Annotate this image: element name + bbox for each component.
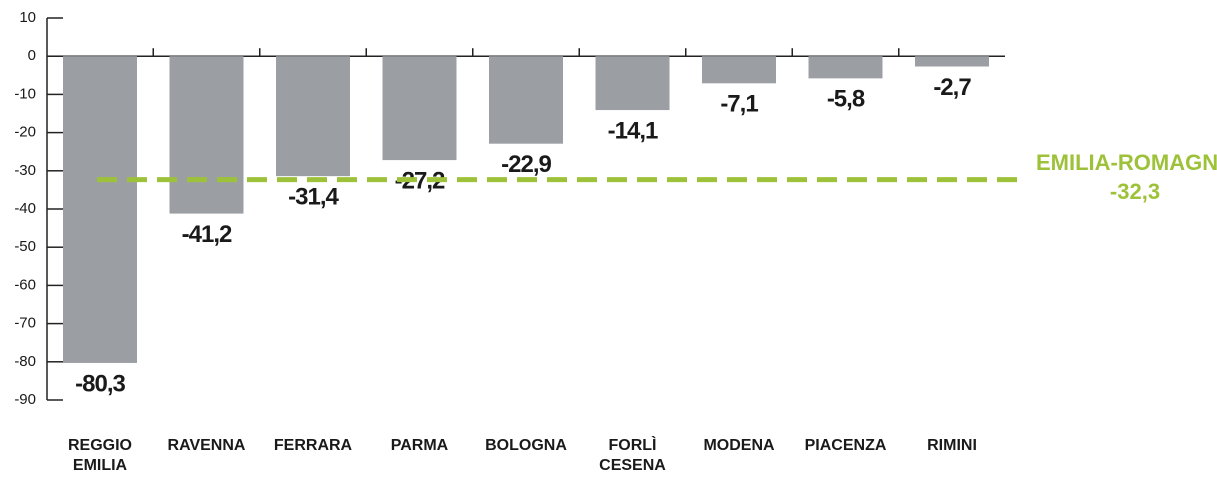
bar xyxy=(489,56,563,144)
bar xyxy=(595,56,670,111)
y-tick-label: -90 xyxy=(14,391,36,408)
x-tick-label: REGGIO EMILIA xyxy=(68,437,132,474)
y-tick-label: -20 xyxy=(14,124,36,141)
y-tick-label: -60 xyxy=(14,276,36,293)
y-tick-label: -10 xyxy=(14,85,36,102)
bar xyxy=(808,56,883,79)
x-tick-label: PIACENZA xyxy=(805,437,887,454)
y-tick-label: 0 xyxy=(28,47,36,64)
x-tick-label: PARMA xyxy=(391,437,449,454)
bar xyxy=(169,56,244,214)
y-tick-label: -40 xyxy=(14,200,36,217)
value-label: -80,3 xyxy=(75,370,125,397)
y-tick-label: -80 xyxy=(14,353,36,370)
value-label: -41,2 xyxy=(182,221,232,248)
value-label: -31,4 xyxy=(288,183,339,210)
value-label: -7,1 xyxy=(720,91,758,118)
x-tick-label: FORLÌ CESENA xyxy=(599,435,666,474)
value-label: -14,1 xyxy=(608,117,658,144)
value-label: -2,7 xyxy=(933,74,971,101)
bar xyxy=(702,56,776,84)
value-label: -5,8 xyxy=(827,86,865,113)
bar xyxy=(382,56,457,161)
x-tick-label: MODENA xyxy=(703,437,775,454)
x-tick-label: RAVENNA xyxy=(168,437,246,454)
reference-name: EMILIA-ROMAGNA xyxy=(1036,150,1217,175)
bar xyxy=(915,56,989,67)
value-label: -22,9 xyxy=(501,151,551,178)
y-tick-label: -30 xyxy=(14,162,36,179)
y-tick-label: -50 xyxy=(14,238,36,255)
y-tick-label: 10 xyxy=(19,9,36,26)
bar xyxy=(276,56,350,177)
x-tick-label: RIMINI xyxy=(927,437,977,454)
x-tick-label: BOLOGNA xyxy=(485,437,567,454)
x-tick-label: FERRARA xyxy=(274,437,353,454)
y-tick-label: -70 xyxy=(14,315,36,332)
reference-label: -32,3 xyxy=(1110,179,1160,204)
bar xyxy=(63,56,137,363)
